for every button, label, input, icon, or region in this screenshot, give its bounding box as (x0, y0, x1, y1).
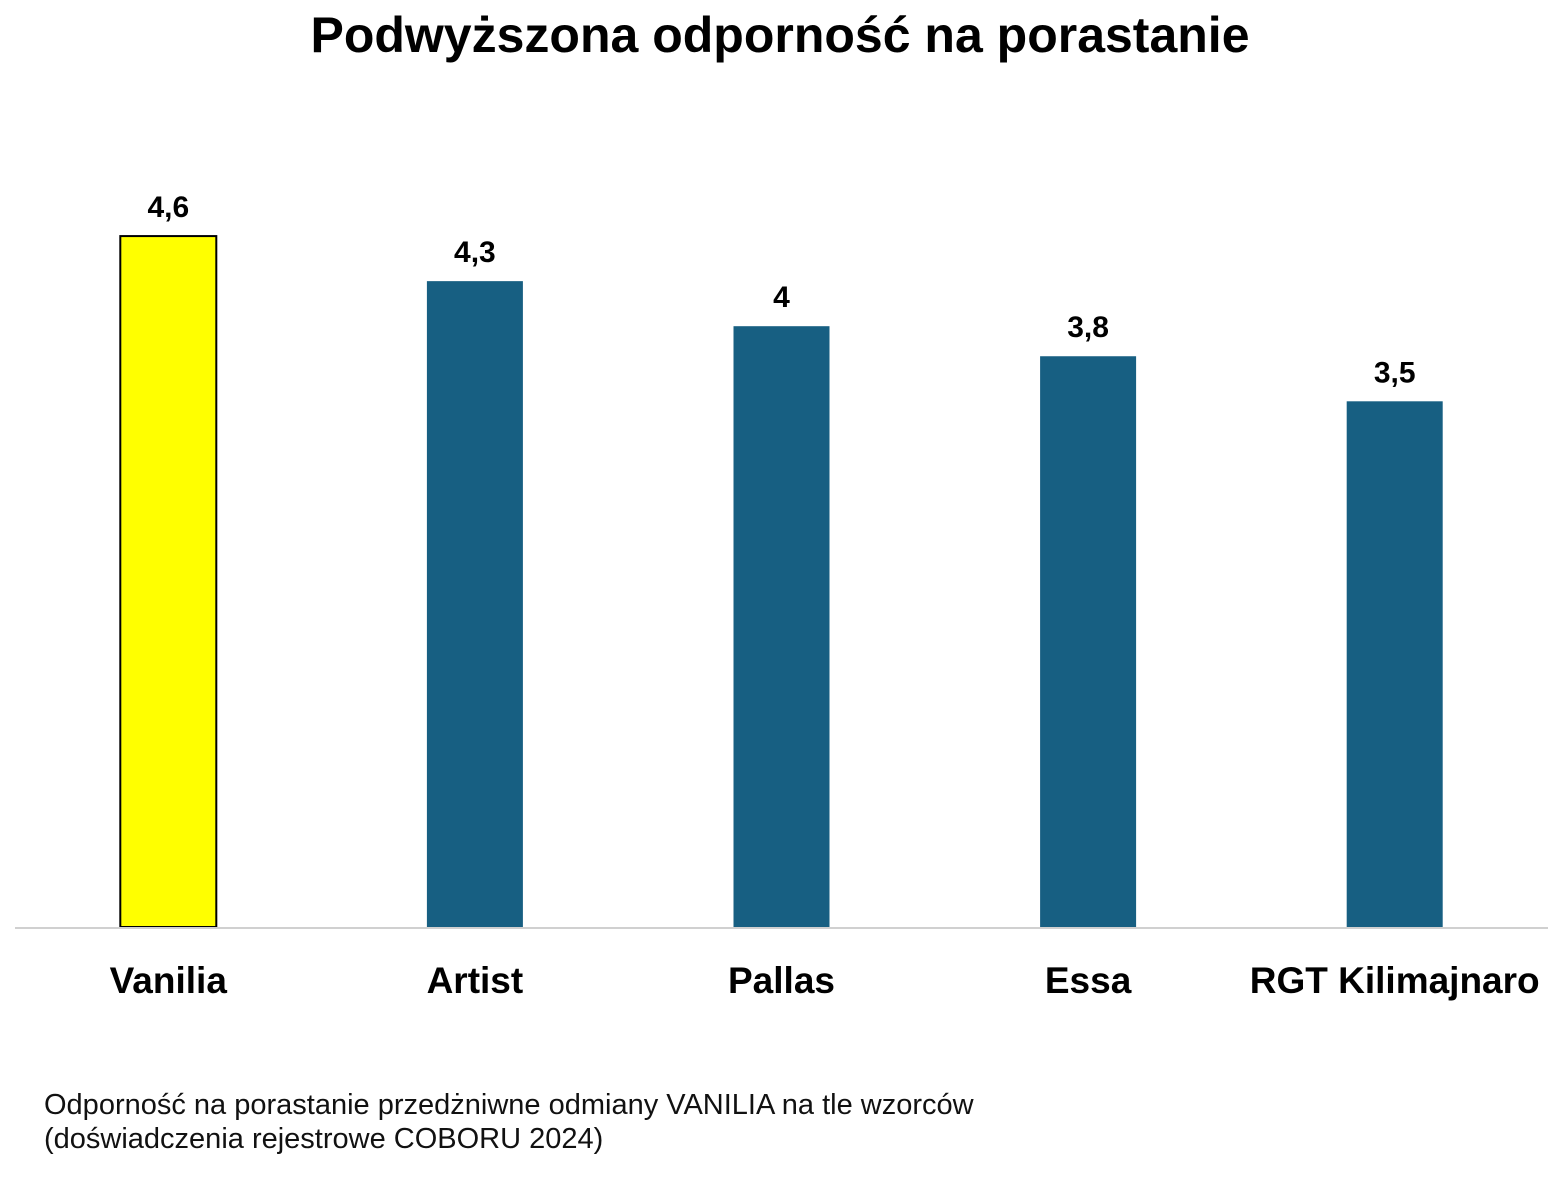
data-label: 4,3 (454, 236, 496, 269)
chart-title: Podwyższona odporność na porastanie (310, 7, 1249, 63)
data-label: 4,6 (147, 191, 189, 224)
bar-artist (426, 281, 523, 927)
bar-vanilia (119, 235, 218, 928)
category-label: Pallas (728, 960, 835, 1001)
chart-caption: Odporność na porastanie przedżniwne odmi… (44, 1088, 1344, 1156)
caption-line-1: Odporność na porastanie przedżniwne odmi… (44, 1089, 974, 1121)
caption-line-2: (doświadczenia rejestrowe COBORU 2024) (44, 1123, 604, 1155)
data-label: 3,5 (1374, 356, 1416, 389)
bar-essa (1040, 356, 1137, 927)
labels-layer: 4,6 Vanilia 4,3 Artist 4 Pallas 3,8 Essa 3,5 RGT … (110, 191, 1540, 1001)
bars-layer (119, 235, 1443, 928)
category-label: Essa (1045, 960, 1132, 1001)
category-label: Vanilia (110, 960, 228, 1001)
data-label: 3,8 (1067, 311, 1109, 344)
category-label: Artist (427, 960, 524, 1001)
bar-rgt-kilimajnaro (1346, 401, 1443, 927)
category-label: RGT Kilimajnaro (1250, 960, 1540, 1001)
data-label: 4 (773, 281, 790, 314)
bar-pallas (733, 326, 830, 927)
